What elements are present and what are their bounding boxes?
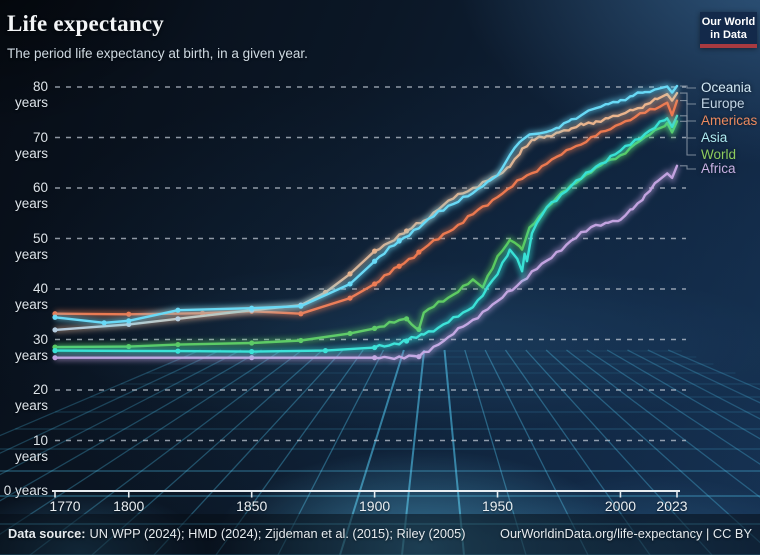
data-point-marker [372, 325, 378, 331]
y-axis-label-30: 30 years [14, 331, 48, 363]
data-point-marker [175, 316, 181, 322]
data-point-marker [372, 355, 378, 361]
connector-europe [680, 92, 696, 105]
x-axis-label-1950: 1950 [481, 498, 514, 514]
y-axis-label-40: 40 years [14, 281, 48, 312]
data-point-marker [52, 355, 58, 361]
legend-label-asia[interactable]: Asia [701, 130, 728, 145]
data-source-note: Data source: UN WPP (2024); HMD (2024); Z… [8, 526, 466, 541]
legend-label-oceania[interactable]: Oceania [701, 80, 752, 95]
data-point-marker [396, 238, 402, 244]
data-point-marker [249, 349, 255, 355]
data-point-marker [372, 258, 378, 264]
series-glow-americas [54, 98, 681, 318]
data-point-marker [101, 320, 107, 326]
data-point-marker [298, 303, 304, 309]
legend-label-americas[interactable]: Americas [701, 113, 758, 128]
data-point-marker [372, 281, 378, 287]
owid-logo-line2: in Data [710, 29, 747, 41]
series-europe[interactable] [52, 89, 680, 334]
attribution-link[interactable]: OurWorldinData.org/life-expectancy | CC … [499, 526, 752, 541]
data-point-marker [347, 281, 353, 287]
y-axis-label-10: 10 years [14, 432, 48, 464]
data-point-marker [175, 348, 181, 354]
y-axis-label-50: 50 years [14, 230, 48, 262]
data-point-marker [298, 337, 304, 344]
series-glow-europe [54, 89, 680, 334]
x-axis-label-2000: 2000 [604, 498, 637, 514]
data-point-marker [249, 355, 255, 361]
data-point-marker [322, 348, 329, 354]
data-series [52, 82, 681, 363]
data-source-label: Data source: [8, 526, 86, 541]
series-line-europe[interactable] [53, 91, 679, 332]
data-point-marker [175, 307, 181, 313]
y-axis-label-60: 60 years [14, 180, 48, 211]
series-americas[interactable] [52, 98, 681, 318]
legend-connectors [680, 85, 696, 170]
data-point-marker [52, 327, 58, 333]
owid-logo[interactable]: Our World in Data [700, 12, 757, 48]
x-axis-label-1900: 1900 [359, 498, 391, 514]
owid-logo-line1: Our World [701, 16, 756, 28]
legend-label-world[interactable]: World [701, 147, 737, 162]
data-point-marker [52, 348, 58, 354]
x-axis-label-2023: 2023 [656, 498, 688, 514]
x-axis-label-1800: 1800 [113, 498, 145, 514]
x-axis-label-1770: 1770 [49, 498, 81, 514]
data-point-marker [249, 305, 255, 311]
data-point-marker [126, 318, 132, 324]
series-line-americas[interactable] [53, 99, 679, 316]
page-subtitle: The period life expectancy at birth, in … [7, 46, 308, 61]
data-point-marker [403, 316, 410, 322]
y-axis-label-70: 70 years [14, 129, 48, 161]
data-point-marker [403, 338, 410, 344]
footer-strip [0, 514, 760, 555]
data-point-marker [347, 271, 353, 277]
y-axis-label-80: 80 years [14, 79, 48, 110]
data-point-marker [249, 340, 255, 346]
x-axis-label-1850: 1850 [236, 498, 268, 514]
data-point-marker [416, 354, 422, 360]
data-source-list: UN WPP (2024); HMD (2024); Zijdeman et a… [89, 526, 466, 541]
data-point-marker [298, 311, 304, 317]
legend-label-africa[interactable]: Africa [701, 161, 736, 176]
data-point-marker [372, 344, 378, 351]
data-point-marker [396, 263, 402, 269]
owid-logo-red-bar [700, 44, 757, 48]
data-point-marker [347, 295, 353, 301]
data-point-marker [52, 314, 58, 320]
data-point-marker [372, 248, 378, 254]
legend-label-europe[interactable]: Europe [701, 96, 745, 111]
data-point-marker [347, 330, 353, 337]
data-point-marker [416, 249, 422, 255]
data-point-marker [175, 341, 181, 348]
data-point-marker [126, 311, 132, 317]
y-axis-label-20: 20 years [14, 382, 48, 413]
y-axis-label-0: 0 years [3, 483, 48, 498]
connector-asia [680, 115, 696, 139]
page-title: Life expectancy [7, 11, 164, 36]
connector-africa [680, 165, 696, 170]
